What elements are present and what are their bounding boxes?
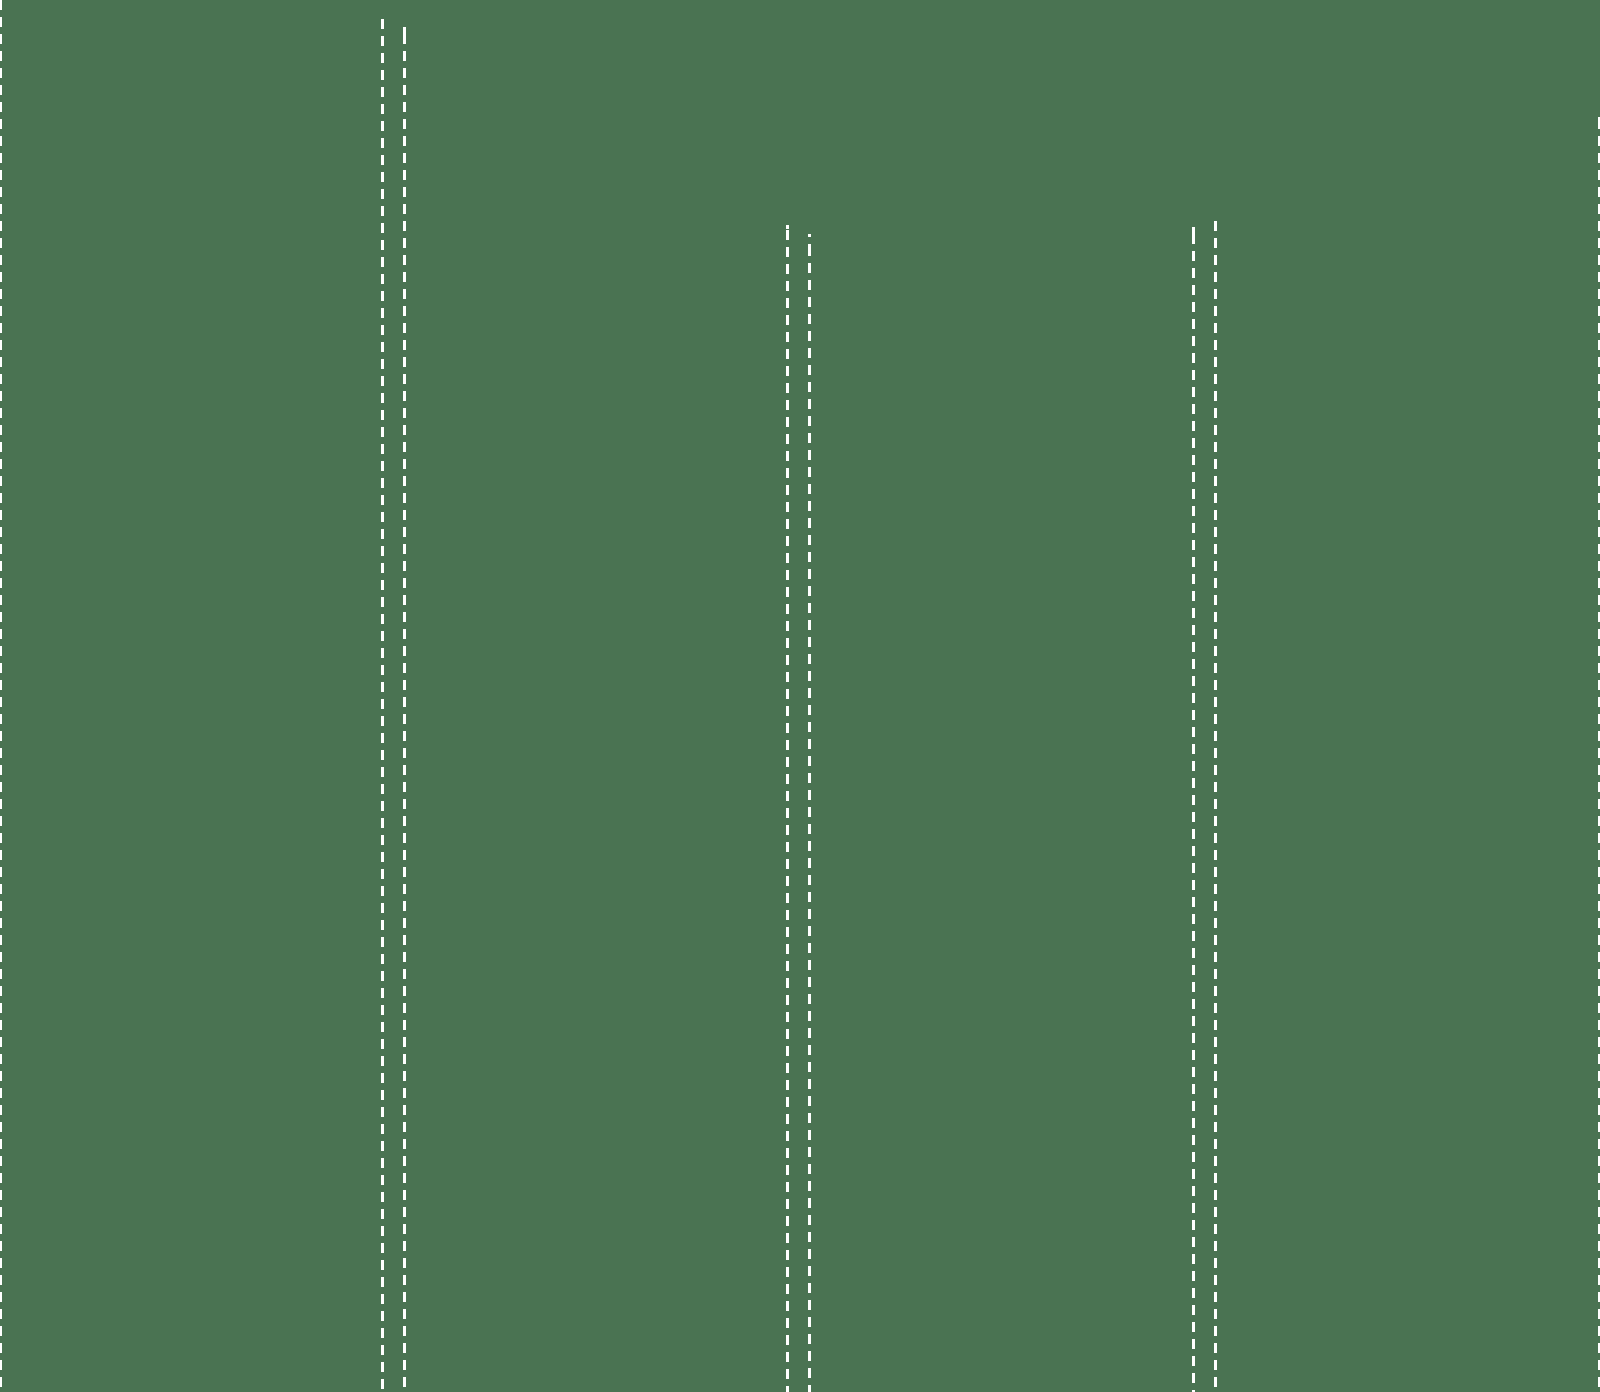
pair1-right-dashed-line — [403, 25, 406, 1392]
pair3-left-dashed-line — [1192, 227, 1195, 1392]
pair1-left-dashed-line — [381, 16, 384, 1392]
left-edge-dashed-line — [0, 0, 2, 1392]
pair3-right-dashed-line — [1214, 220, 1217, 1392]
right-edge-dashed-line — [1598, 115, 1600, 1392]
pair2-right-dashed-line — [808, 234, 811, 1392]
pair2-left-dashed-line — [786, 225, 789, 1392]
